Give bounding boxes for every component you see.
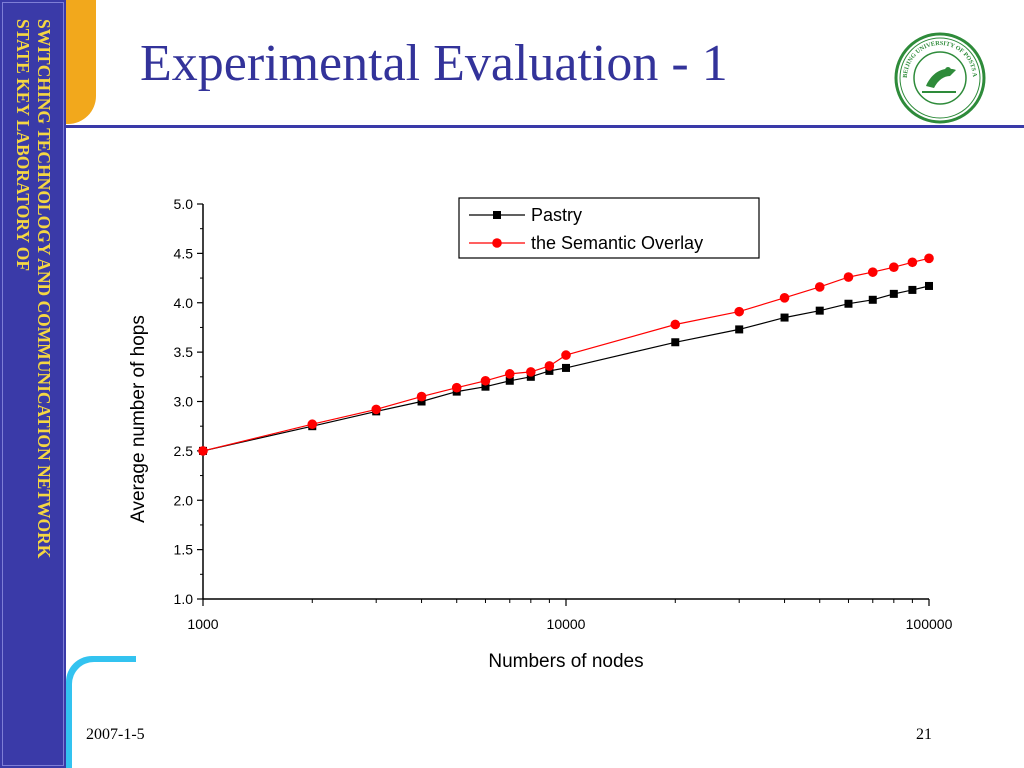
y-axis-label: Average number of hops: [128, 315, 149, 523]
data-point: [868, 295, 877, 304]
chart-series: [198, 253, 934, 456]
x-axis-label: Numbers of nodes: [488, 651, 643, 672]
y-tick-label: 5.0: [174, 196, 194, 212]
data-point: [526, 372, 535, 381]
data-point: [307, 419, 318, 430]
legend-box: [458, 197, 760, 259]
legend-marker: [493, 211, 501, 219]
chart-legend: Pastry the Semantic Overlay: [458, 197, 760, 259]
data-point: [671, 338, 680, 347]
legend-label: Pastry: [531, 205, 582, 225]
data-point: [908, 285, 917, 294]
logo-inner-ring: [913, 51, 967, 105]
data-point: [735, 325, 744, 334]
data-point: [504, 369, 515, 379]
data-point: [780, 313, 789, 322]
x-tick-label: 1000: [187, 616, 218, 632]
data-point: [562, 363, 570, 372]
data-point: [925, 281, 933, 290]
data-point: [417, 397, 426, 406]
data-point: [545, 366, 554, 375]
data-point: [889, 289, 898, 298]
data-point: [526, 367, 536, 377]
y-tick-label: 2.5: [174, 443, 194, 459]
data-point: [867, 267, 878, 277]
series-1: [199, 281, 933, 455]
data-point: [481, 382, 490, 391]
page-title: Experimental Evaluation - 1: [140, 35, 728, 92]
y-tick-label: 1.5: [174, 542, 194, 558]
legend-item: the Semantic Overlay: [469, 233, 703, 253]
data-point: [779, 293, 790, 303]
data-point: [670, 319, 681, 330]
y-tick-label: 4.0: [174, 295, 194, 311]
data-point: [889, 262, 899, 273]
y-tick-label: 1.0: [174, 591, 194, 607]
logo-emblem-shape: [926, 68, 956, 88]
x-tick-label: 10000: [547, 616, 586, 632]
legend-label: the Semantic Overlay: [531, 233, 703, 253]
logo-ring-line: [899, 37, 981, 119]
legend-marker: [492, 238, 502, 248]
data-point: [844, 299, 853, 308]
page-number: 21: [916, 726, 932, 743]
data-point: [843, 272, 854, 282]
data-point: [544, 361, 555, 371]
sidebar-border: [2, 2, 64, 766]
chart-axes: 1.0 1.5 2.0 2.5 3.0 3.5 4.0 4.5 5.0 1000 10000 1000…: [174, 196, 953, 632]
university-seal-icon: BEIJING UNIVERSITY OF POSTS AND TELECOMM…: [886, 32, 994, 124]
orange-accent-tab: [66, 0, 96, 124]
data-point: [416, 391, 427, 402]
data-point: [815, 306, 824, 315]
y-tick-label: 2.0: [174, 492, 194, 508]
y-tick-label: 4.5: [174, 245, 194, 261]
data-point: [198, 446, 208, 456]
data-point: [451, 382, 462, 393]
data-point: [814, 282, 825, 292]
series-2: [198, 253, 934, 456]
data-point: [561, 350, 571, 360]
data-point: [907, 257, 918, 268]
data-point: [734, 306, 744, 317]
data-point: [924, 253, 934, 264]
header-divider: [66, 125, 1024, 128]
sidebar-banner: SWITCHING TECHNOLOGY AND COMMUNICATION N…: [0, 0, 66, 768]
data-point: [371, 404, 381, 415]
footer-date: 2007-1-5: [86, 726, 145, 743]
data-point: [480, 375, 491, 386]
y-tick-label: 3.5: [174, 344, 194, 360]
logo-emblem-dot: [945, 67, 951, 73]
y-tick-label: 3.0: [174, 394, 194, 410]
cyan-accent-inner: [72, 662, 136, 768]
x-tick-label: 100000: [906, 616, 953, 632]
data-point: [505, 376, 514, 385]
legend-item: Pastry: [469, 205, 582, 225]
